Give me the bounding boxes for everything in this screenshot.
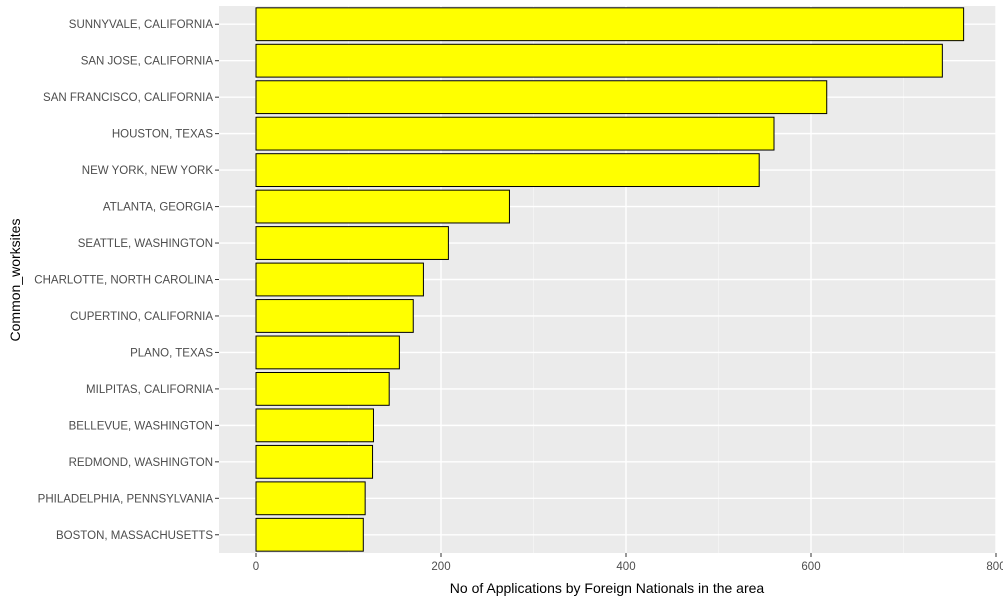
y-tick-label: CHARLOTTE, NORTH CAROLINA xyxy=(34,275,213,287)
bar xyxy=(255,371,390,406)
y-tick-label: ATLANTA, GEORGIA xyxy=(103,202,213,214)
bar xyxy=(255,189,510,224)
y-tick-label: SAN JOSE, CALIFORNIA xyxy=(81,56,214,68)
y-tick-label: NEW YORK, NEW YORK xyxy=(82,165,214,177)
x-tick-label: 600 xyxy=(801,561,820,573)
bar xyxy=(255,43,943,78)
bar xyxy=(255,153,760,188)
y-tick-label: SAN FRANCISCO, CALIFORNIA xyxy=(43,92,213,104)
y-tick-label: PLANO, TEXAS xyxy=(130,347,213,359)
y-tick-label: BOSTON, MASSACHUSETTS xyxy=(56,530,213,542)
x-tick-label: 200 xyxy=(431,561,450,573)
bar xyxy=(255,262,424,297)
bar xyxy=(255,7,965,42)
x-axis-ticks: 0 200 400 600 800 xyxy=(253,553,1003,573)
y-tick-label: PHILADELPHIA, PENNSYLVANIA xyxy=(38,493,214,505)
y-axis-ticks: SUNNYVALE, CALIFORNIA SAN JOSE, CALIFORNI… xyxy=(34,19,219,542)
bar xyxy=(255,481,366,516)
x-tick-label: 800 xyxy=(986,561,1003,573)
x-tick-label: 0 xyxy=(253,561,259,573)
bar xyxy=(255,335,400,370)
bar xyxy=(255,299,414,333)
bar xyxy=(255,226,449,260)
bar xyxy=(255,517,364,552)
y-tick-label: SEATTLE, WASHINGTON xyxy=(78,238,213,250)
y-axis-title: Common_worksites xyxy=(7,219,23,342)
bar xyxy=(255,80,828,115)
x-tick-label: 400 xyxy=(616,561,635,573)
bar xyxy=(255,444,374,479)
y-tick-label: MILPITAS, CALIFORNIA xyxy=(86,384,213,396)
y-tick-label: SUNNYVALE, CALIFORNIA xyxy=(69,19,214,31)
y-tick-label: HOUSTON, TEXAS xyxy=(112,129,214,141)
y-tick-label: CUPERTINO, CALIFORNIA xyxy=(70,311,213,323)
x-axis-title: No of Applications by Foreign Nationals … xyxy=(450,580,765,596)
bar xyxy=(255,116,775,151)
y-tick-label: BELLEVUE, WASHINGTON xyxy=(69,420,213,432)
bars xyxy=(255,7,965,552)
y-tick-label: REDMOND, WASHINGTON xyxy=(69,457,213,469)
bar xyxy=(255,408,374,443)
